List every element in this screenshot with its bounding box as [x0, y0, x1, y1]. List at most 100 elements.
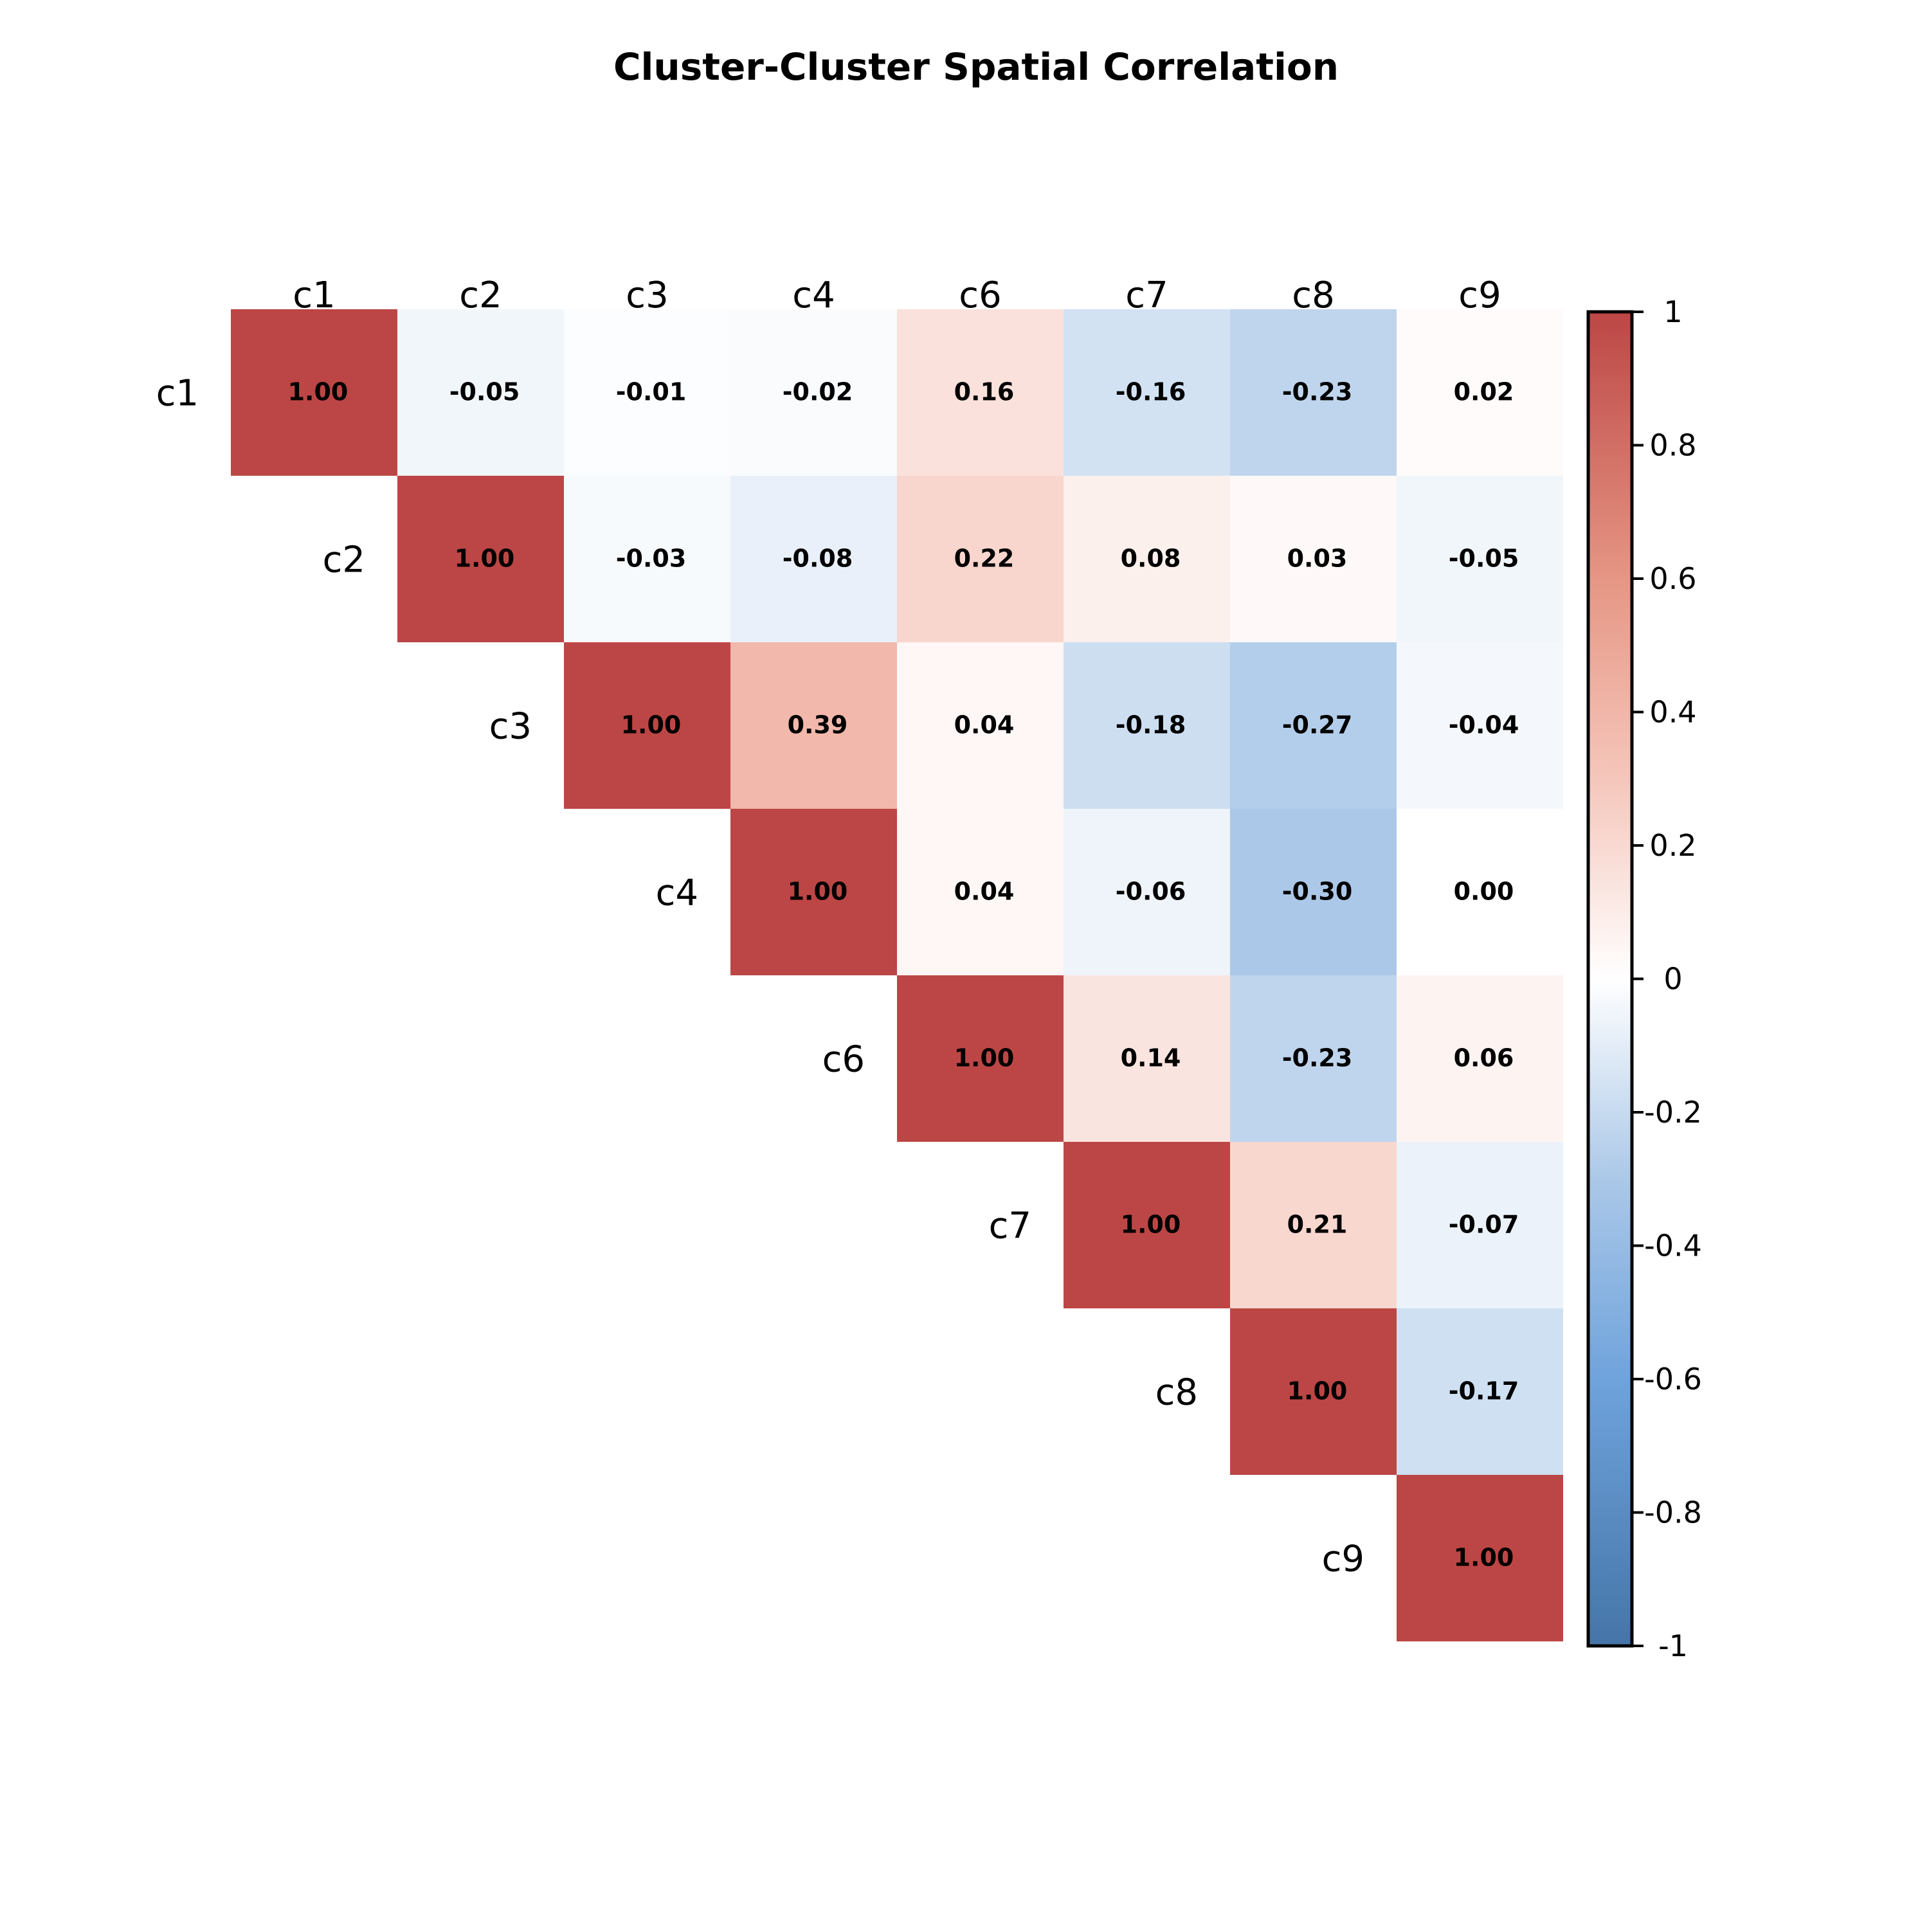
- heatmap-cell-c2-c6: [897, 476, 1064, 642]
- heatmap-cell-c3-c3: [564, 642, 730, 809]
- heatmap-cell-c7-c8: [1230, 1142, 1397, 1308]
- cell-value-label: 0.03: [1287, 545, 1348, 573]
- colorbar-tick-label: 0.2: [1649, 828, 1696, 863]
- row-label-c2: c2: [323, 539, 365, 581]
- column-label-c7: c7: [1125, 275, 1168, 316]
- heatmap-cell-c1-c9: [1397, 309, 1563, 476]
- cell-value-label: 0.14: [1121, 1044, 1181, 1072]
- column-label-c9: c9: [1458, 275, 1501, 316]
- row-label-c6: c6: [822, 1039, 865, 1081]
- cell-value-label: -0.30: [1282, 878, 1353, 906]
- cell-value-label: -0.05: [449, 378, 520, 406]
- cell-value-label: -0.16: [1116, 378, 1186, 406]
- colorbar-tick-label: 0.6: [1649, 561, 1696, 596]
- row-labels: c1 c2 c3 c4 c6 c7 c8 c9: [156, 373, 1364, 1580]
- heatmap-cell-c4-c8: [1230, 809, 1397, 975]
- heatmap-cell-c4-c7: [1064, 809, 1230, 975]
- cell-value-label: 1.00: [621, 711, 682, 739]
- colorbar-tick-label: 0.4: [1649, 695, 1696, 730]
- colorbar-tick-label: -0.8: [1644, 1495, 1702, 1530]
- chart-title: Cluster-Cluster Spatial Correlation: [613, 45, 1339, 89]
- cell-value-label: 0.04: [954, 878, 1015, 906]
- column-label-c3: c3: [626, 275, 668, 316]
- column-label-c6: c6: [959, 275, 1001, 316]
- heatmap-cell-c1-c8: [1230, 309, 1397, 476]
- colorbar-tick-label: 0: [1663, 962, 1682, 997]
- column-labels: c1 c2 c3 c4 c6 c7 c8 c9: [293, 275, 1501, 316]
- heatmap-cell-c1-c6: [897, 309, 1064, 476]
- cell-value-label: -0.05: [1449, 545, 1519, 573]
- heatmap-cell-c6-c8: [1230, 975, 1397, 1142]
- heatmap-cell-c8-c9: [1397, 1308, 1563, 1475]
- cell-value-label: 0.22: [954, 545, 1015, 573]
- heatmap-cell-c4-c9: [1397, 809, 1563, 975]
- cell-value-label: 1.00: [1121, 1211, 1181, 1239]
- colorbar-gradient: [1586, 310, 1634, 1648]
- cell-value-label: 0.00: [1454, 878, 1514, 906]
- row-label-c9: c9: [1322, 1539, 1364, 1580]
- cell-value-label: 0.04: [954, 711, 1015, 739]
- cell-value-label: -0.02: [783, 378, 853, 406]
- heatmap-cell-c6-c7: [1064, 975, 1230, 1142]
- cell-value-label: -0.23: [1282, 378, 1353, 406]
- row-label-c4: c4: [656, 872, 698, 914]
- heatmap-cell-c4-c6: [897, 809, 1064, 975]
- colorbar-tick-label: -1: [1658, 1629, 1688, 1663]
- cell-value-label: 0.02: [1454, 378, 1514, 406]
- colorbar-tick-label: -0.6: [1644, 1362, 1702, 1396]
- heatmap-cells: 1.00 -0.05 -0.01 -0.02 0.16 -0.16 -0.23 0.02 1.0…: [231, 309, 1563, 1641]
- colorbar-tick-label: 0.8: [1649, 428, 1696, 463]
- cell-value-label: 0.06: [1454, 1044, 1514, 1072]
- cell-value-label: -0.18: [1116, 711, 1186, 739]
- cell-value-label: 1.00: [455, 545, 515, 573]
- column-label-c8: c8: [1292, 275, 1334, 316]
- cell-value-label: -0.27: [1282, 711, 1353, 739]
- cell-value-label: 0.21: [1287, 1211, 1348, 1239]
- heatmap-cell-c8-c8: [1230, 1308, 1397, 1475]
- cell-value-label: -0.08: [783, 545, 853, 573]
- cell-value-label: 0.08: [1121, 545, 1181, 573]
- heatmap-cell-c2-c9: [1397, 476, 1563, 642]
- cell-value-label: 1.00: [288, 378, 349, 406]
- colorbar-tick-label: 1: [1663, 294, 1682, 329]
- heatmap-cell-c1-c2: [397, 309, 564, 476]
- cell-value-label: -0.07: [1449, 1211, 1519, 1239]
- heatmap-cell-c3-c8: [1230, 642, 1397, 809]
- heatmap-cell-c2-c8: [1230, 476, 1397, 642]
- heatmap-cell-c2-c3: [564, 476, 730, 642]
- heatmap-cell-c1-c7: [1064, 309, 1230, 476]
- heatmap-cell-c3-c9: [1397, 642, 1563, 809]
- heatmap-cell-c2-c4: [730, 476, 897, 642]
- column-label-c1: c1: [293, 275, 335, 316]
- cell-value-label: -0.06: [1116, 878, 1186, 906]
- column-label-c4: c4: [792, 275, 835, 316]
- cell-value-label: 1.00: [1287, 1377, 1348, 1405]
- row-label-c1: c1: [156, 373, 199, 415]
- heatmap-cell-c3-c7: [1064, 642, 1230, 809]
- heatmap-cell-c6-c6: [897, 975, 1064, 1142]
- cell-value-label: 1.00: [788, 878, 848, 906]
- heatmap-cell-c7-c7: [1064, 1142, 1230, 1308]
- heatmap-cell-c6-c9: [1397, 975, 1563, 1142]
- cell-value-label: -0.23: [1282, 1044, 1353, 1072]
- heatmap-cell-c2-c7: [1064, 476, 1230, 642]
- heatmap-cell-c1-c3: [564, 309, 730, 476]
- heatmap-cell-c1-c1: [231, 309, 397, 476]
- colorbar: 1 0.8 0.6 0.4 0.2 0 -0.2 -0.4 -0.6 -0.8 -1: [1586, 294, 1702, 1663]
- cell-value-label: 1.00: [954, 1044, 1015, 1072]
- heatmap-cell-c7-c9: [1397, 1142, 1563, 1308]
- row-label-c7: c7: [989, 1205, 1031, 1247]
- heatmap-cell-c9-c9: [1397, 1475, 1563, 1641]
- heatmap-cell-c3-c4: [730, 642, 897, 809]
- heatmap-cell-c2-c2: [397, 476, 564, 642]
- cell-value-label: 0.16: [954, 378, 1015, 406]
- heatmap-cell-c1-c4: [730, 309, 897, 476]
- cell-value-label: -0.01: [616, 378, 687, 406]
- cell-value-label: -0.03: [616, 545, 687, 573]
- row-label-c8: c8: [1155, 1372, 1198, 1414]
- colorbar-tick-label: -0.2: [1644, 1095, 1702, 1130]
- colorbar-tick-label: -0.4: [1644, 1229, 1702, 1263]
- row-label-c3: c3: [489, 706, 532, 748]
- cell-value-label: -0.17: [1449, 1377, 1519, 1405]
